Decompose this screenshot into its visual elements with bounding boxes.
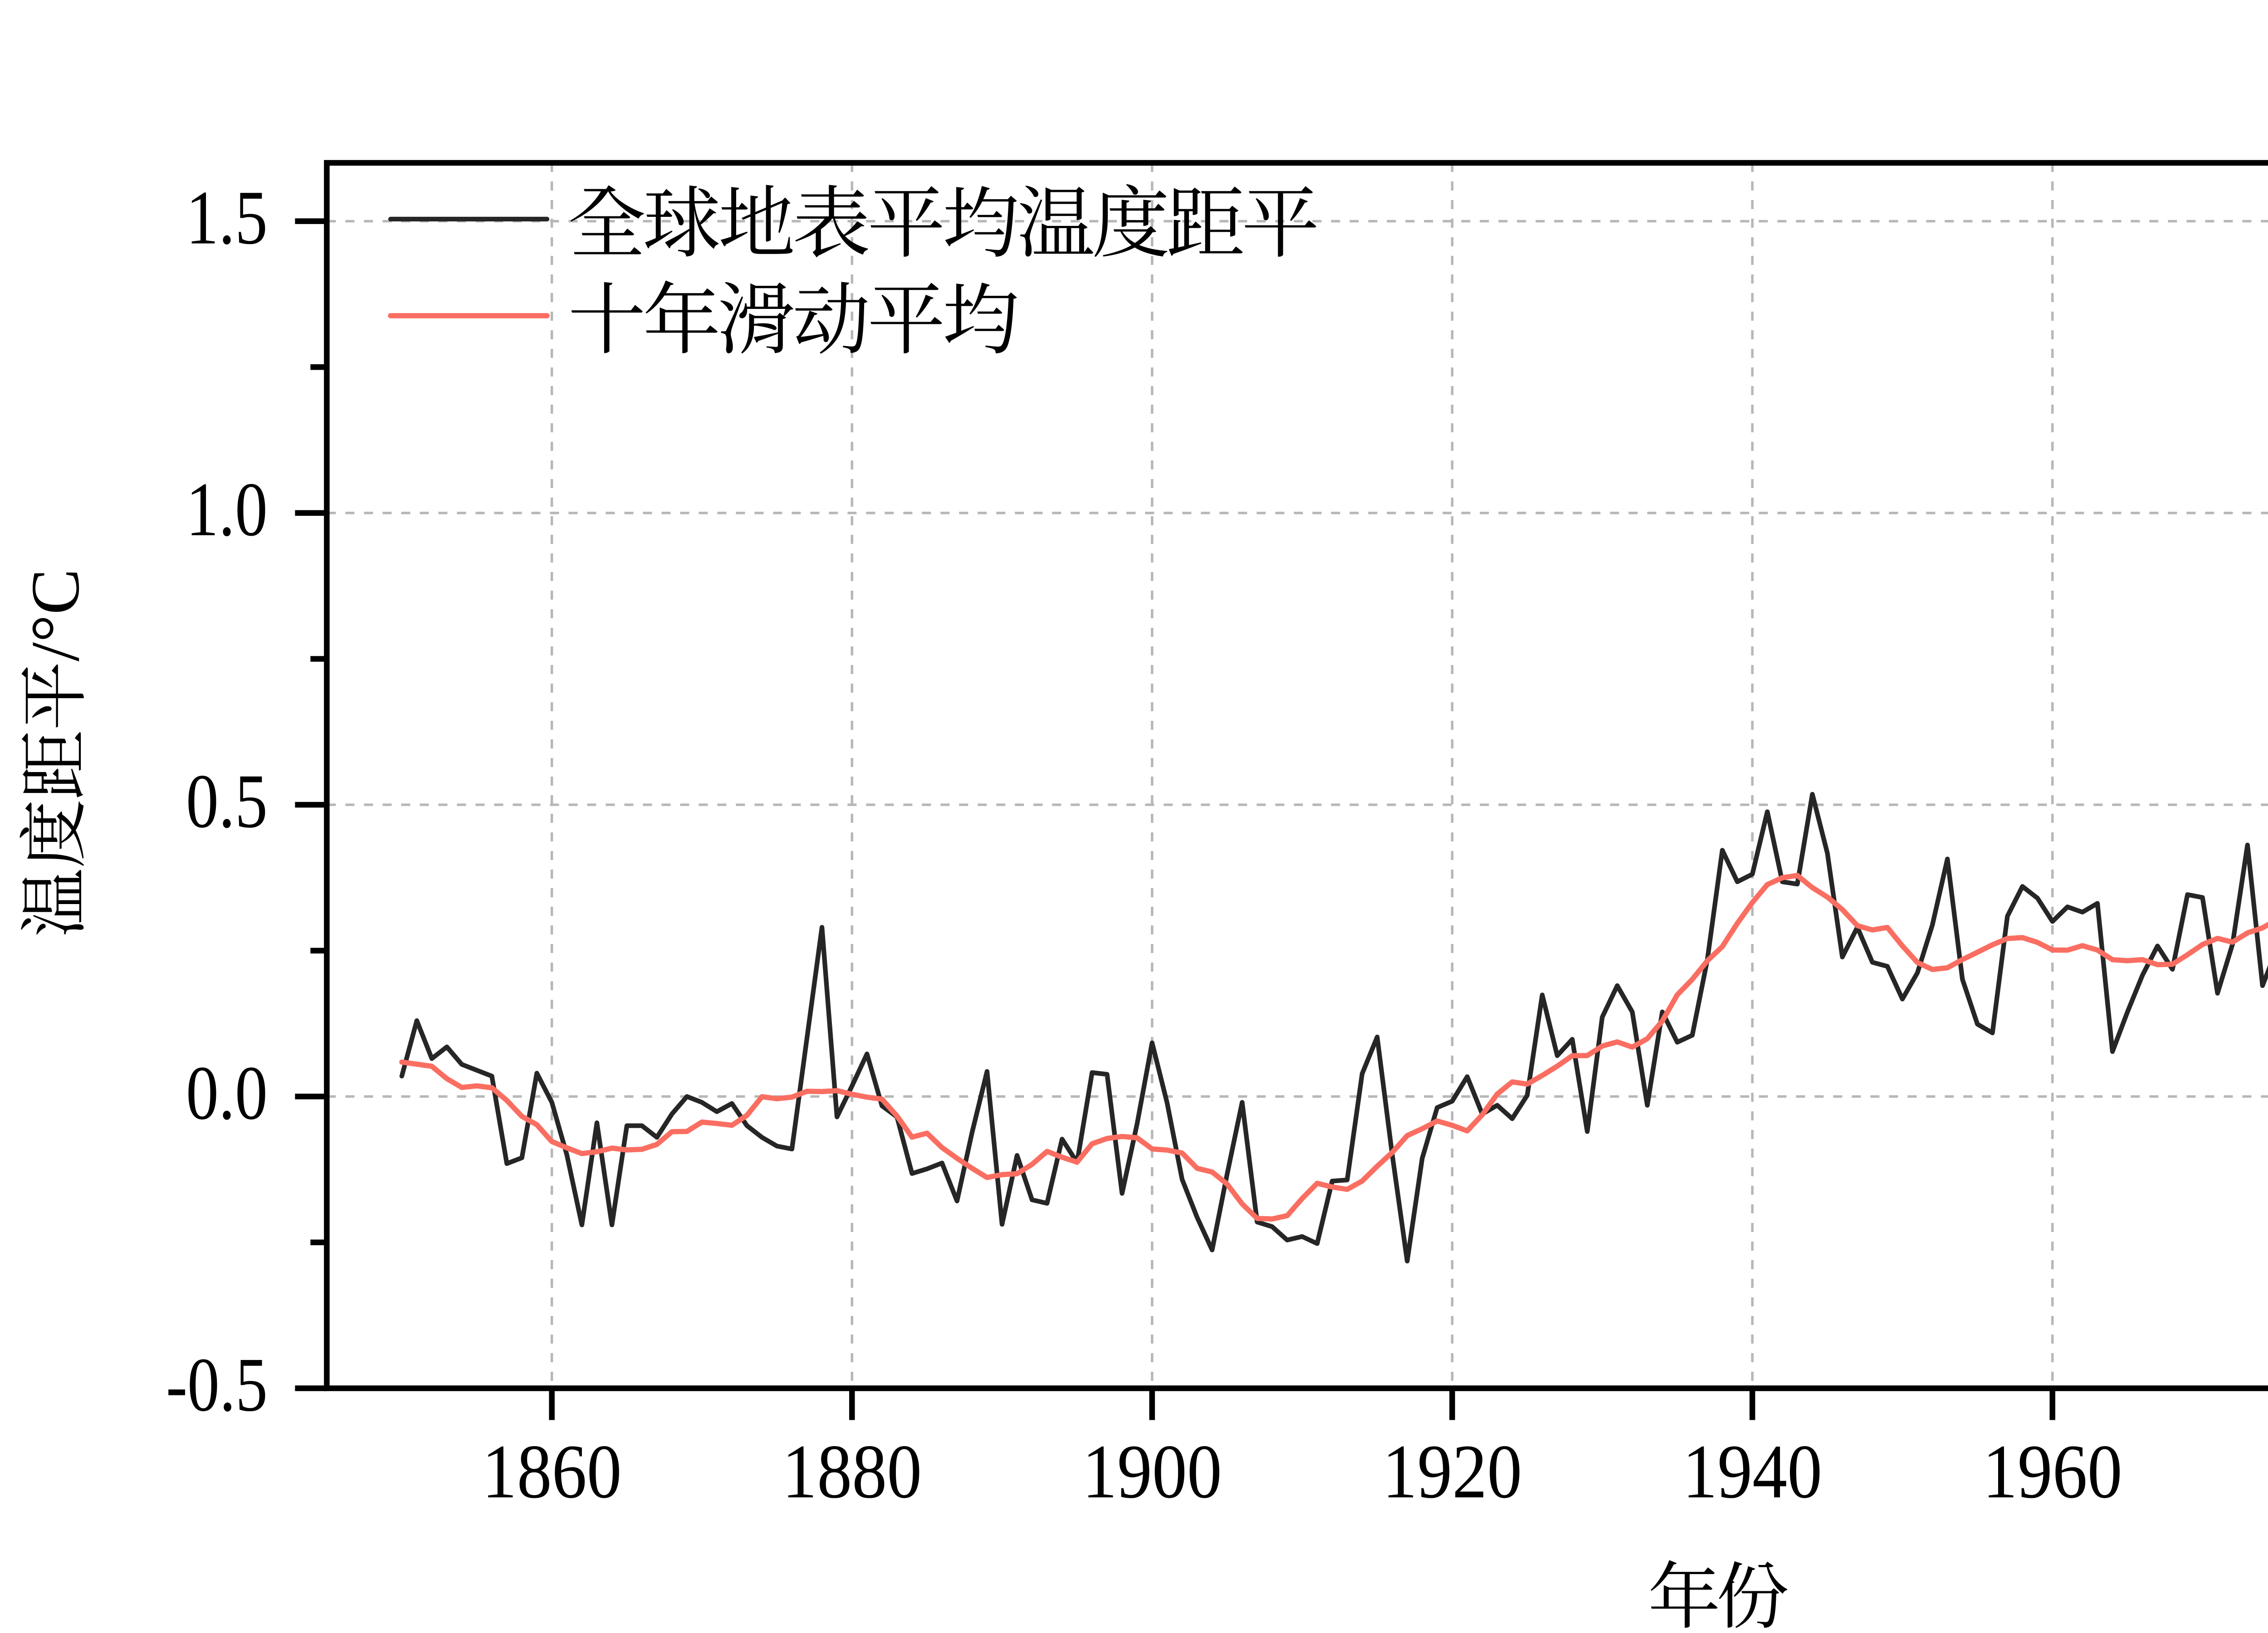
svg-text:1.0: 1.0	[186, 467, 268, 552]
svg-text:1.5: 1.5	[186, 175, 268, 260]
svg-text:1920: 1920	[1383, 1429, 1522, 1514]
svg-text:1880: 1880	[782, 1429, 922, 1514]
svg-text:0.5: 0.5	[186, 758, 268, 844]
svg-text:1960: 1960	[1983, 1429, 2122, 1514]
svg-text:1940: 1940	[1682, 1429, 1822, 1514]
svg-text:1900: 1900	[1082, 1429, 1222, 1514]
svg-text:0.0: 0.0	[186, 1050, 268, 1135]
svg-text:/°C: /°C	[17, 569, 93, 661]
svg-text:-0.5: -0.5	[166, 1342, 268, 1428]
svg-text:1860: 1860	[482, 1429, 622, 1514]
